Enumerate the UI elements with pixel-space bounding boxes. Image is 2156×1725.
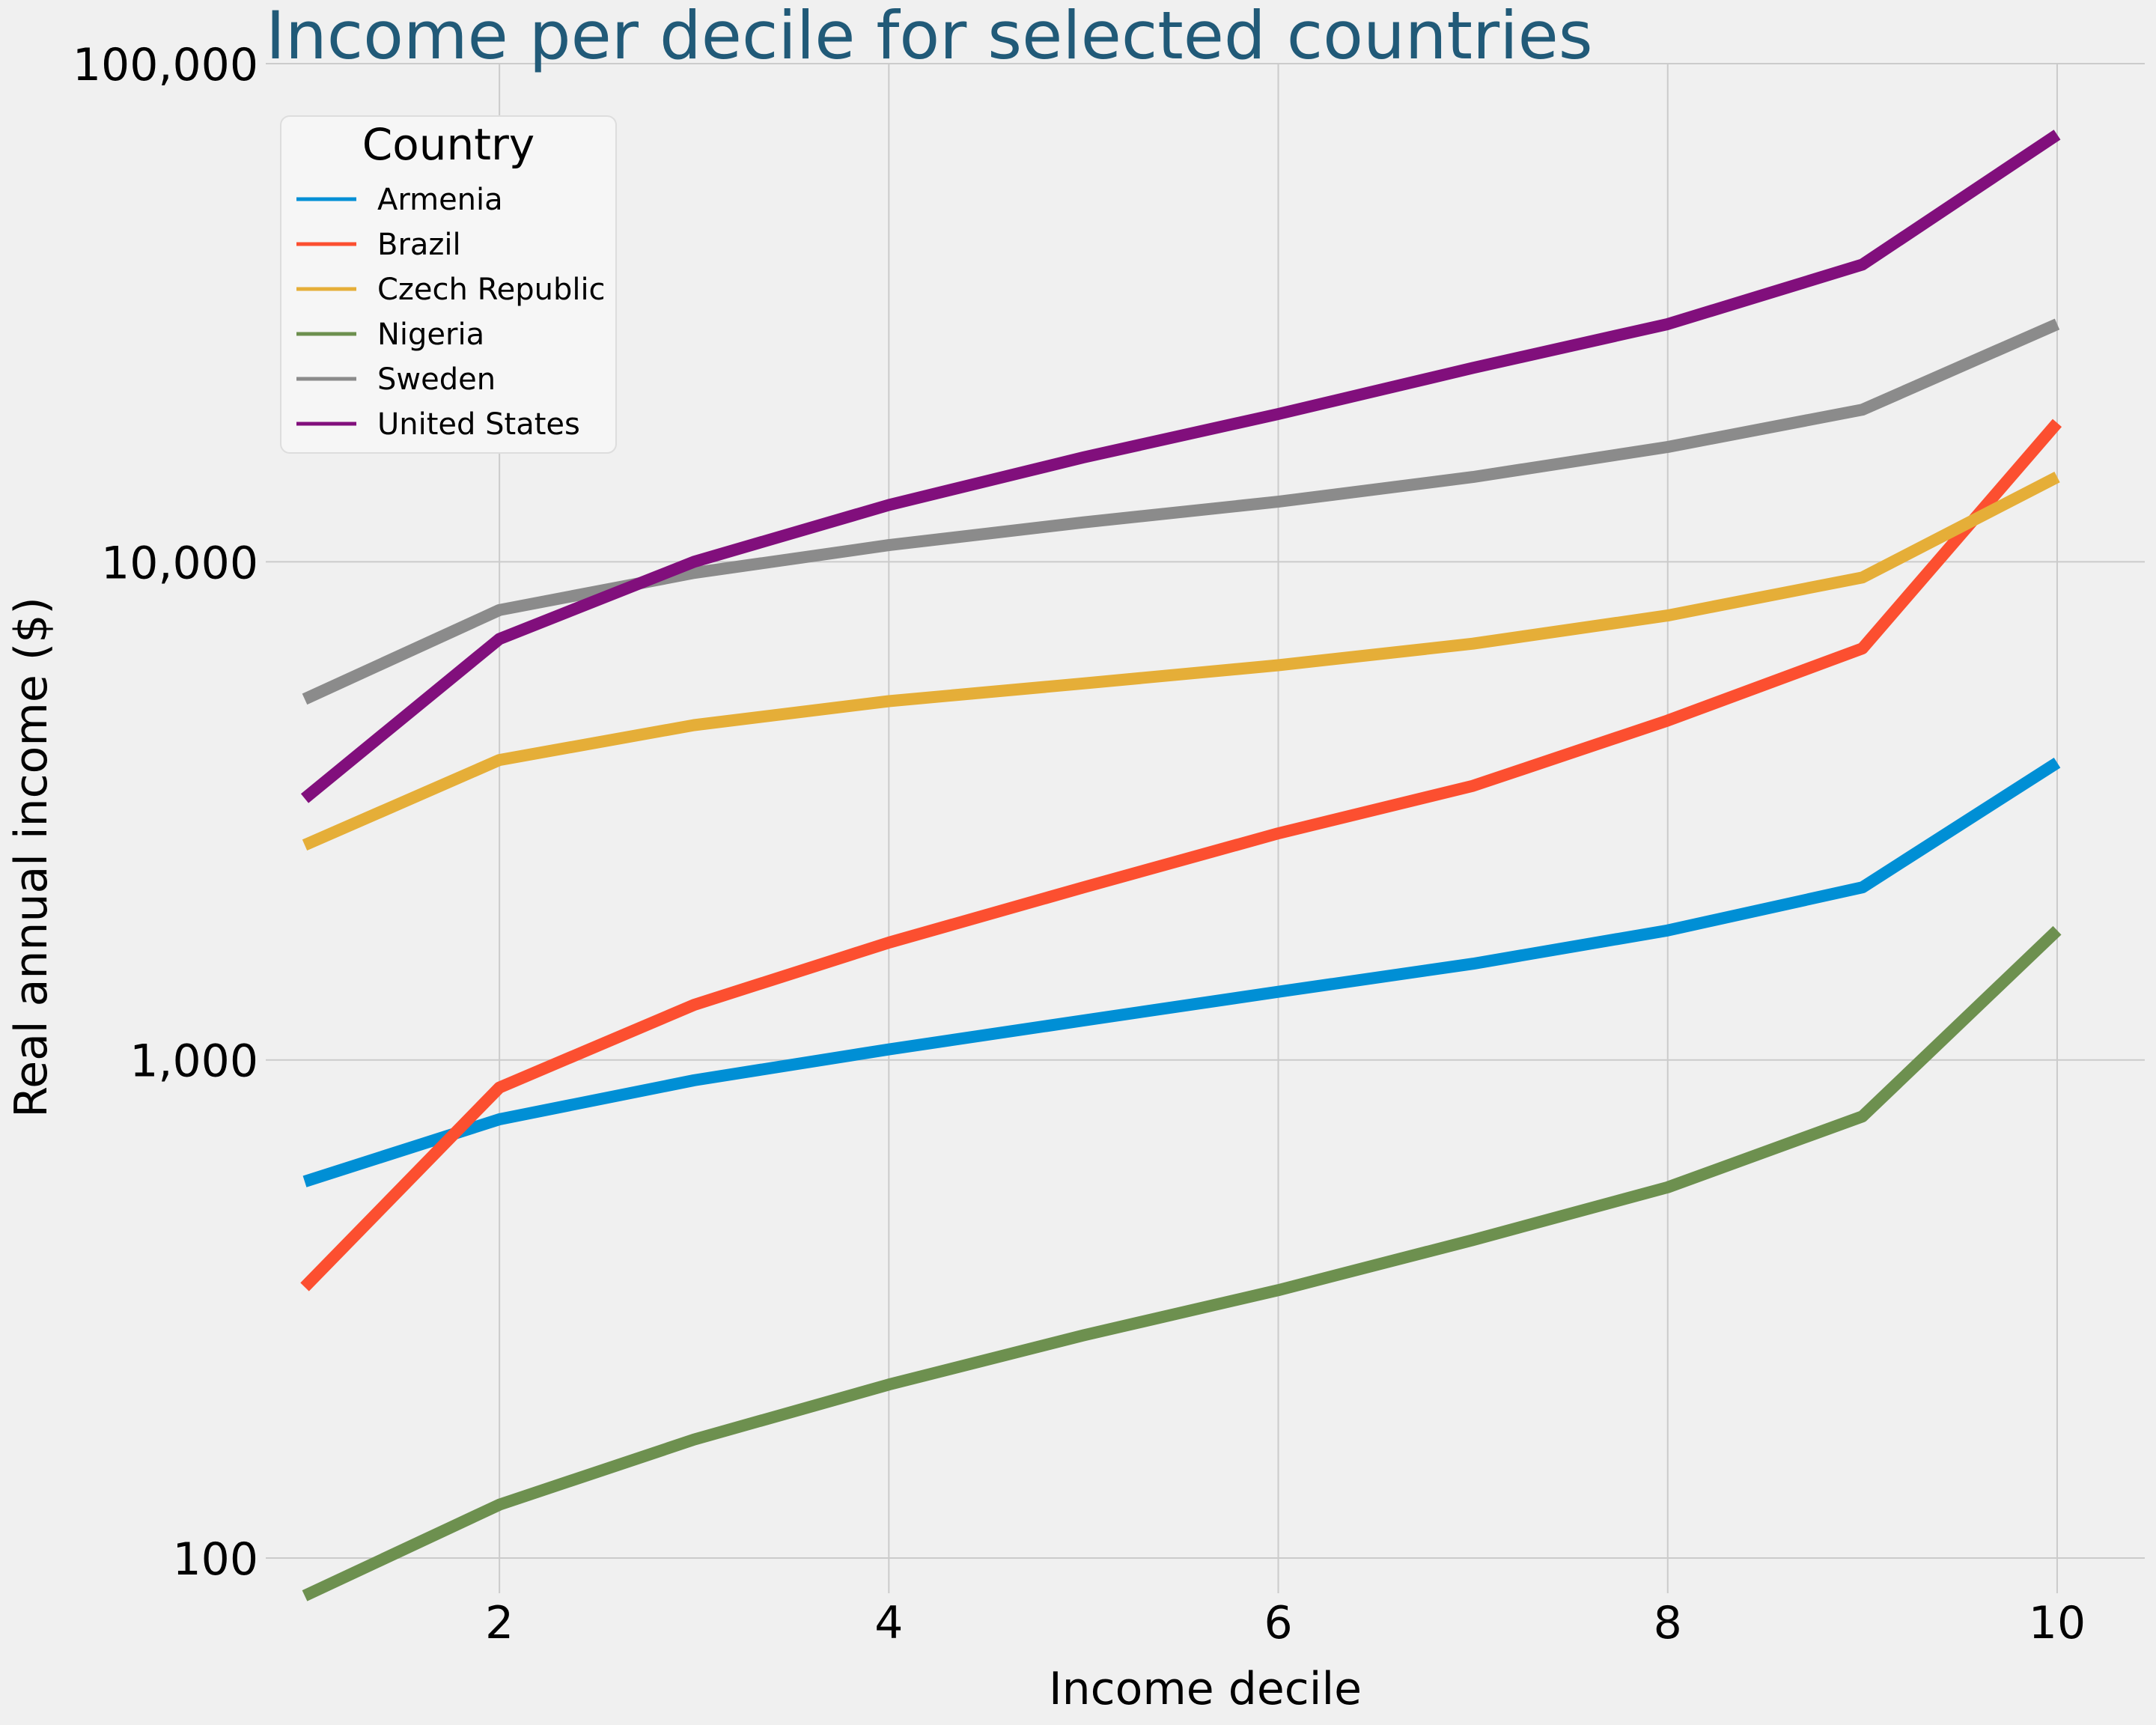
legend-label-armenia: Armenia [377,183,503,217]
y-tick-label: 1,000 [130,1035,258,1088]
y-axis-label: Real annual income ($) [5,597,58,1118]
legend-items: Armenia Brazil Czech Republic Nigeria Sweden… [296,183,606,442]
series-lines [300,130,2062,1601]
y-tick-label: 10,000 [101,537,258,589]
legend-label-sweden: Sweden [377,362,496,397]
series-line-sweden [302,318,2060,705]
x-axis-label: Income decile [1049,1663,1362,1715]
x-tick-label: 8 [1654,1597,1682,1649]
x-tick-label: 10 [2029,1597,2086,1649]
x-tick-labels: 2 4 6 8 10 [485,1597,2086,1649]
series-line-czech-republic [302,471,2060,851]
x-tick-label: 4 [874,1597,903,1649]
chart-title: Income per decile for selected countries [266,0,1593,74]
x-tick-label: 6 [1264,1597,1292,1649]
series-line-brazil [300,419,2062,1292]
legend-label-united-states: United States [377,407,580,442]
y-tick-labels: 100 1,000 10,000 100,000 [73,39,258,1586]
legend-box [280,115,617,454]
series-line-nigeria [302,925,2062,1601]
x-tick-label: 2 [485,1597,514,1649]
y-tick-label: 100,000 [73,39,258,91]
legend-title: Country [362,119,535,170]
legend: Country Armenia Brazil Czech Republic Niger… [280,115,617,454]
y-tick-label: 100 [172,1533,258,1586]
series-line-united-states [300,130,2061,803]
legend-label-czech-republic: Czech Republic [377,273,606,307]
legend-label-nigeria: Nigeria [377,317,484,352]
series-line-armenia [302,757,2061,1187]
legend-label-brazil: Brazil [377,228,461,262]
